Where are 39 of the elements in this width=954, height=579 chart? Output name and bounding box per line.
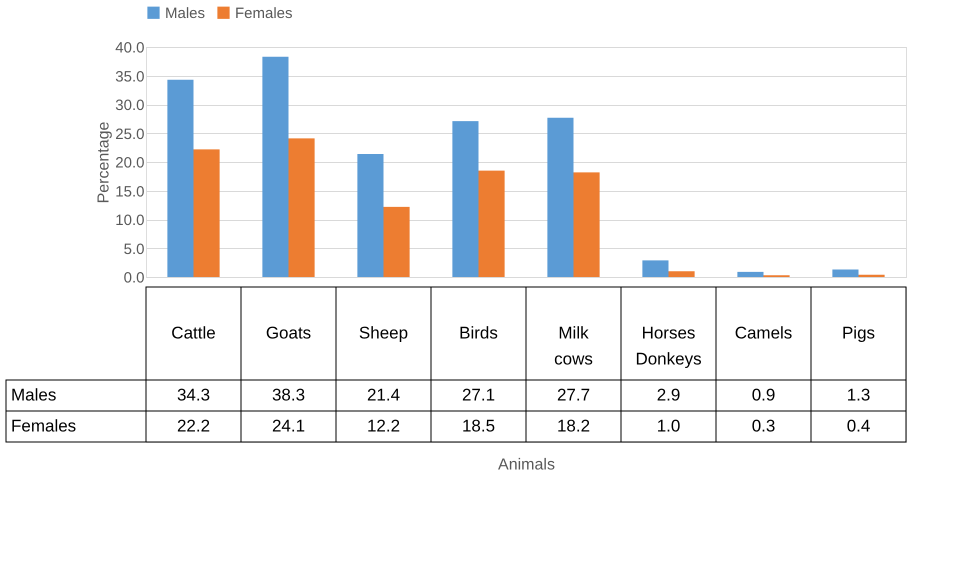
x-tick-label: Horses Donkeys — [635, 324, 702, 368]
y-tick-label: 5.0 — [124, 240, 144, 258]
y-axis-title: Percentage — [95, 121, 112, 204]
data-label: 34.3 — [176, 386, 210, 404]
y-tick-label: 15.0 — [115, 183, 144, 200]
text: Males — [11, 386, 56, 404]
x-tick-label: Cattle — [171, 324, 216, 342]
data-label: 24.1 — [272, 416, 306, 436]
y-tick-label: 30.0 — [115, 97, 144, 114]
x-tick-label: Camels — [734, 324, 792, 342]
legend-label: Males — [165, 4, 206, 22]
data-label: 18.5 — [462, 416, 496, 436]
x-tick-label: Pigs — [842, 324, 876, 342]
data-label: 38.3 — [272, 386, 306, 404]
text: Animals — [498, 456, 555, 474]
y-tick-label: 25.0 — [115, 126, 144, 143]
y-tick-label: 0.0 — [124, 270, 144, 286]
data-label: 0.3 — [752, 416, 776, 436]
data-label: 12.2 — [366, 416, 400, 436]
y-tick-label: 20.0 — [115, 154, 144, 172]
data-label: 2.9 — [656, 386, 680, 404]
x-tick-label: Milk cows — [554, 324, 593, 368]
legend-label: Females — [235, 4, 293, 22]
data-label: 27.1 — [462, 386, 496, 404]
data-label: 0.4 — [846, 416, 870, 436]
data-label: 22.2 — [176, 416, 210, 436]
x-tick-label: Birds — [459, 324, 498, 342]
data-label: 1.3 — [846, 386, 870, 404]
y-tick-label: 10.0 — [115, 212, 144, 229]
data-label: 27.7 — [556, 386, 590, 404]
text: Females — [11, 416, 76, 436]
data-label: 0.9 — [752, 386, 776, 404]
data-label: 21.4 — [366, 386, 400, 404]
y-tick-label: 35.0 — [115, 68, 144, 86]
y-tick-label: 40.0 — [115, 40, 144, 56]
data-label: 1.0 — [656, 416, 680, 436]
x-tick-label: Sheep — [358, 324, 408, 342]
x-tick-label: Goats — [266, 324, 312, 342]
data-label: 18.2 — [556, 416, 590, 436]
